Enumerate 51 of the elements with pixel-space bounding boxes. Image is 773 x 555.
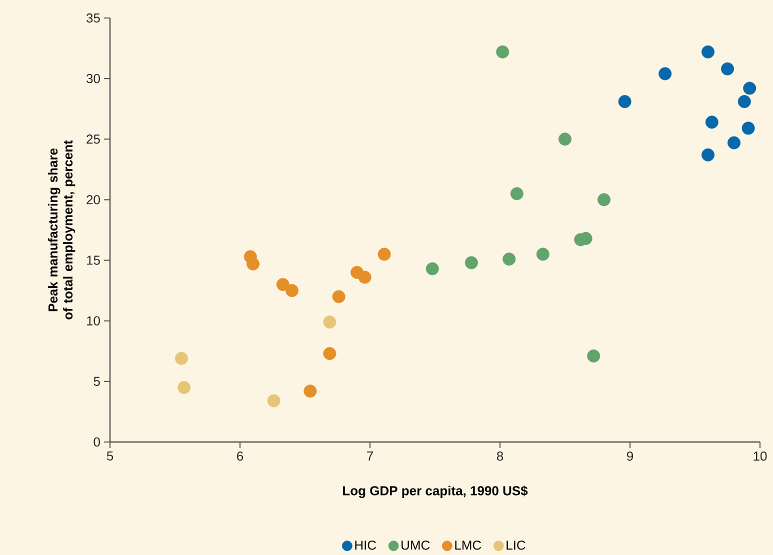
point [728,136,740,150]
x-tick-label: 8 [496,451,504,461]
point [304,384,317,398]
point [598,193,610,206]
point [658,67,672,80]
x-axis-title: Log GDP per capita, 1990 US$ [343,486,528,498]
point [246,257,260,270]
point [178,380,191,394]
point [378,248,391,261]
point [743,82,756,95]
legend-label: LIC [506,540,526,550]
point [742,122,755,135]
point [464,256,478,270]
y-tick-label: 10 [87,316,100,326]
point [323,315,336,328]
point [358,270,372,284]
y-tick-label: 15 [87,256,100,265]
point [702,45,714,58]
y-tick-label: 0 [94,437,100,447]
point [175,352,188,365]
y-axis-title: Peak manufacturing share of total employment, percent [48,140,76,320]
point [558,132,572,146]
y-tick-label: 30 [86,74,100,84]
point [502,252,516,266]
point [536,248,550,261]
point [738,95,751,108]
point [332,290,346,304]
point [587,349,600,362]
legend-label: UMC [402,540,430,550]
x-tick-label: 9 [626,451,634,461]
x-tick-label: 5 [106,451,114,461]
x-tick-label: 10 [754,451,767,461]
point [705,116,718,129]
point [286,284,299,297]
y-tick-label: 25 [86,134,100,144]
x-tick-label: 7 [367,451,373,460]
x-tick-label: 6 [237,451,244,461]
point [496,45,510,58]
point [618,95,632,108]
point [276,278,290,291]
y-tick-label: 5 [94,376,100,386]
point [323,346,336,360]
point [702,148,714,162]
legend-label: LMC [455,540,482,550]
point [267,394,280,408]
legend-label: HIC [355,540,376,550]
y-tick-label: 35 [86,13,100,23]
point [721,62,734,76]
point [510,187,524,200]
y-tick-label: 20 [86,195,100,204]
point [426,262,439,276]
